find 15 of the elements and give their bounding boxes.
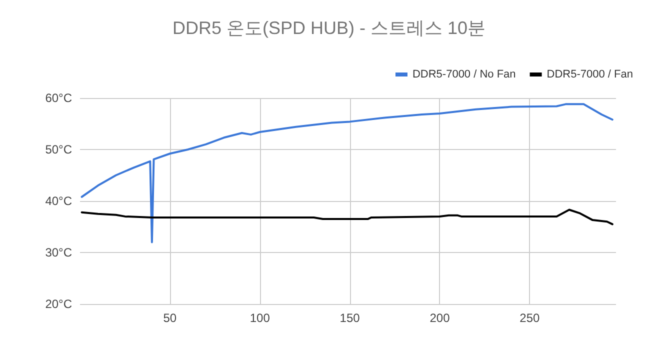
legend-label: DDR5-7000 / No Fan [412, 68, 516, 80]
y-tick-label: 50°C [45, 142, 72, 156]
line-series [80, 103, 614, 244]
x-tick-label: 150 [340, 311, 360, 325]
x-tick-label: 200 [430, 311, 450, 325]
chart-title: DDR5 온도(SPD HUB) - 스트레스 10분 [172, 18, 486, 38]
y-tick-label: 30°C [45, 246, 72, 260]
legend-label: DDR5-7000 / Fan [546, 68, 634, 80]
x-tick-label: 100 [250, 311, 270, 325]
line-series [80, 208, 614, 226]
y-tick-label: 20°C [45, 297, 72, 311]
x-tick-label: 250 [520, 311, 540, 325]
y-tick-label: 40°C [45, 194, 72, 208]
y-tick-label: 60°C [45, 91, 72, 105]
x-tick-label: 50 [163, 311, 177, 325]
